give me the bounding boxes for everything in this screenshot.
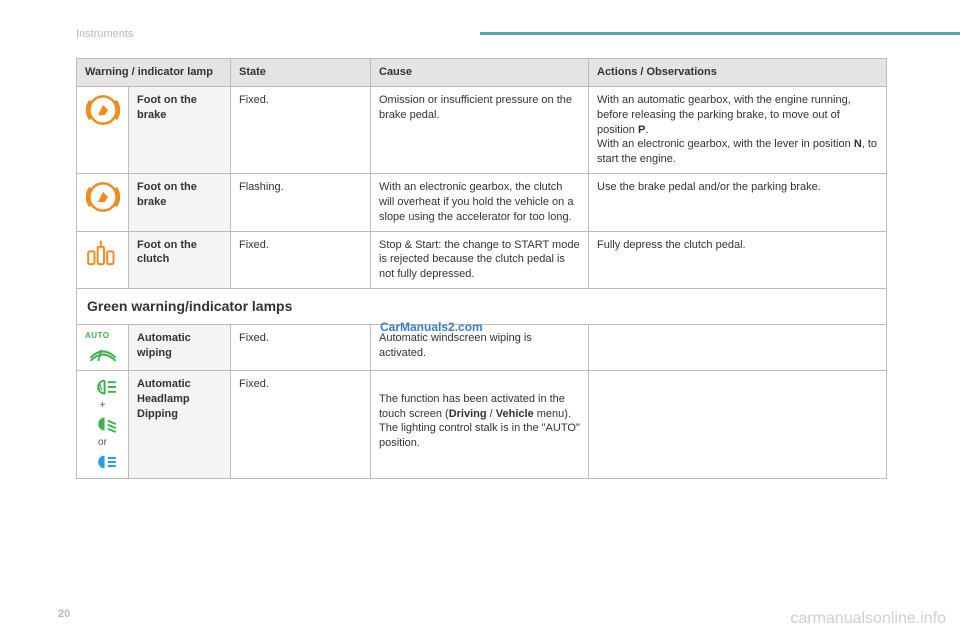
icon-cell: A + or	[77, 370, 129, 478]
auto-headlamp-a-icon: A	[87, 377, 119, 397]
lamp-name: Foot on the brake	[129, 174, 231, 232]
section-label: Instruments	[76, 28, 133, 40]
header-accent-line	[480, 32, 960, 35]
or-label: or	[85, 436, 120, 450]
cause-cell: Omission or insufficient pressure on the…	[371, 86, 589, 173]
page-number: 20	[58, 608, 70, 620]
table-header-row: Warning / indicator lamp State Cause Act…	[77, 59, 887, 87]
state-cell: Fixed.	[231, 231, 371, 289]
cause-cell: Stop & Start: the change to START mode i…	[371, 231, 589, 289]
table-row: Foot on the clutch Fixed. Stop & Start: …	[77, 231, 887, 289]
icon-cell	[77, 174, 129, 232]
header-state: State	[231, 59, 371, 87]
dipped-beam-icon	[87, 414, 119, 434]
actions-cell: Fully depress the clutch pedal.	[589, 231, 887, 289]
actions-cell: With an automatic gearbox, with the engi…	[589, 86, 887, 173]
actions-cell: Use the brake pedal and/or the parking b…	[589, 174, 887, 232]
main-beam-icon	[87, 452, 119, 472]
foot-on-clutch-icon	[85, 238, 123, 268]
table-row: Foot on the brake Flashing. With an elec…	[77, 174, 887, 232]
cause-cell: The function has been activated in the t…	[371, 370, 589, 478]
lamp-name: Automatic Headlamp Dipping	[129, 370, 231, 478]
foot-on-brake-icon	[86, 180, 120, 214]
auto-wipe-icon	[87, 342, 119, 364]
actions-cell	[589, 325, 887, 371]
lamp-name: Foot on the brake	[129, 86, 231, 173]
state-cell: Flashing.	[231, 174, 371, 232]
foot-on-brake-icon	[86, 93, 120, 127]
icon-cell	[77, 231, 129, 289]
watermark-center: CarManuals2.com	[380, 320, 483, 334]
table-row: A + or	[77, 370, 887, 478]
state-cell: Fixed.	[231, 325, 371, 371]
svg-text:A: A	[96, 383, 102, 392]
lamp-name: Foot on the clutch	[129, 231, 231, 289]
state-cell: Fixed.	[231, 86, 371, 173]
actions-cell	[589, 370, 887, 478]
watermark-footer: carmanualsonline.info	[790, 610, 946, 628]
header-cause: Cause	[371, 59, 589, 87]
header-actions: Actions / Observations	[589, 59, 887, 87]
icon-cell	[77, 86, 129, 173]
lamp-name: Automatic wiping	[129, 325, 231, 371]
warning-lamps-table: Warning / indicator lamp State Cause Act…	[76, 58, 887, 479]
cause-cell: With an electronic gearbox, the clutch w…	[371, 174, 589, 232]
state-cell: Fixed.	[231, 370, 371, 478]
plus-label: +	[85, 399, 120, 413]
auto-text-icon: AUTO	[85, 331, 120, 342]
icon-cell: AUTO	[77, 325, 129, 371]
header-lamp: Warning / indicator lamp	[77, 59, 231, 87]
table-row: Foot on the brake Fixed. Omission or ins…	[77, 86, 887, 173]
